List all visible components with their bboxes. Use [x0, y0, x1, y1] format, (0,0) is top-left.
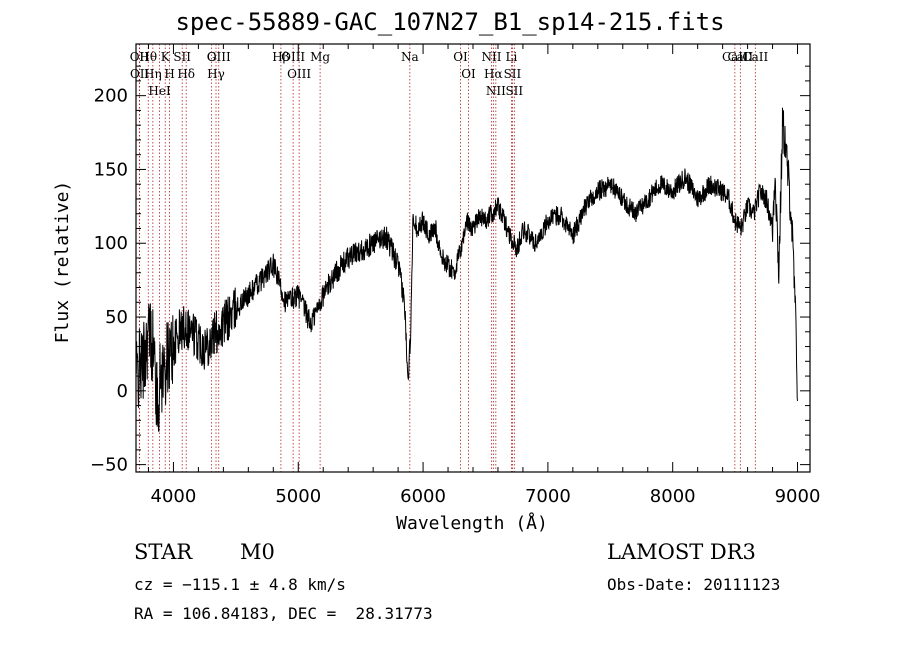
x-tick-label: 5000 [275, 486, 321, 507]
spectral-line-label: OI [461, 67, 476, 81]
spectral-line-label: SII [173, 50, 191, 64]
x-tick-label: 8000 [650, 486, 696, 507]
survey-name: LAMOST DR3 [607, 540, 756, 564]
spectral-line-label: OII [130, 50, 150, 64]
spectral-line-label: Hδ [177, 67, 195, 81]
spectral-line-label: OIII [287, 67, 311, 81]
spectral-line-label: Mg [310, 50, 330, 64]
y-axis-label: Flux (relative) [52, 181, 73, 344]
x-tick-label: 6000 [400, 486, 446, 507]
spectral-line-label: CaII [727, 50, 753, 64]
object-class: STAR [134, 540, 193, 564]
x-tick-label: 4000 [151, 486, 197, 507]
x-tick-label: 7000 [525, 486, 571, 507]
spectral-line-label: CaII [722, 50, 748, 64]
spectral-line-label: K [161, 50, 171, 64]
x-axis-label: Wavelength (Å) [396, 512, 548, 534]
spectral-line-label: Hγ [207, 67, 225, 81]
spectral-line-label: Na [401, 50, 419, 64]
spectral-line-label: OII [130, 67, 150, 81]
coordinates: RA = 106.84183, DEC = 28.31773 [134, 604, 433, 623]
y-tick-label: −50 [90, 455, 128, 476]
spectral-line-label: H [164, 67, 174, 81]
spectral-line-markers [138, 44, 756, 472]
spectral-line-label: Li [506, 50, 518, 64]
spectral-line-label: Hη [144, 67, 162, 81]
chart-title: spec-55889-GAC_107N27_B1_sp14-215.fits [175, 8, 725, 36]
spectral-line-label: Hθ [139, 50, 157, 64]
y-tick-label: 50 [105, 307, 128, 328]
y-tick-label: 200 [94, 86, 128, 107]
spectral-line-label: OI [453, 50, 468, 64]
spectral-line-label: Hα [484, 67, 503, 81]
y-tick-label: 0 [117, 381, 128, 402]
spectral-line-label: Hβ [272, 50, 289, 64]
subclass: M0 [240, 540, 275, 564]
y-tick-label: 100 [94, 233, 128, 254]
obs-date: Obs-Date: 20111123 [607, 575, 781, 594]
x-tick-label: 9000 [775, 486, 821, 507]
spectral-line-label: HeI [148, 84, 171, 98]
spectral-line-label: CaII [742, 50, 768, 64]
spectral-line-label: SII [505, 84, 523, 98]
spectral-line-label: G [207, 50, 217, 64]
spectral-line-label: OIII [207, 50, 231, 64]
spectral-line-label: NII [481, 50, 501, 64]
plot-frame [135, 43, 811, 473]
spectral-line-label: SII [504, 67, 522, 81]
spectral-line-label: NII [486, 84, 506, 98]
y-tick-label: 150 [94, 159, 128, 180]
spectrum-line [135, 107, 798, 432]
spectral-line-label: OIII [281, 50, 305, 64]
axis-ticks: 4000 5000 6000 7000 8000 9000 −50 0 50 100 150 200 [90, 44, 820, 507]
redshift-readout: cz = −115.1 ± 4.8 km/s [134, 575, 346, 594]
